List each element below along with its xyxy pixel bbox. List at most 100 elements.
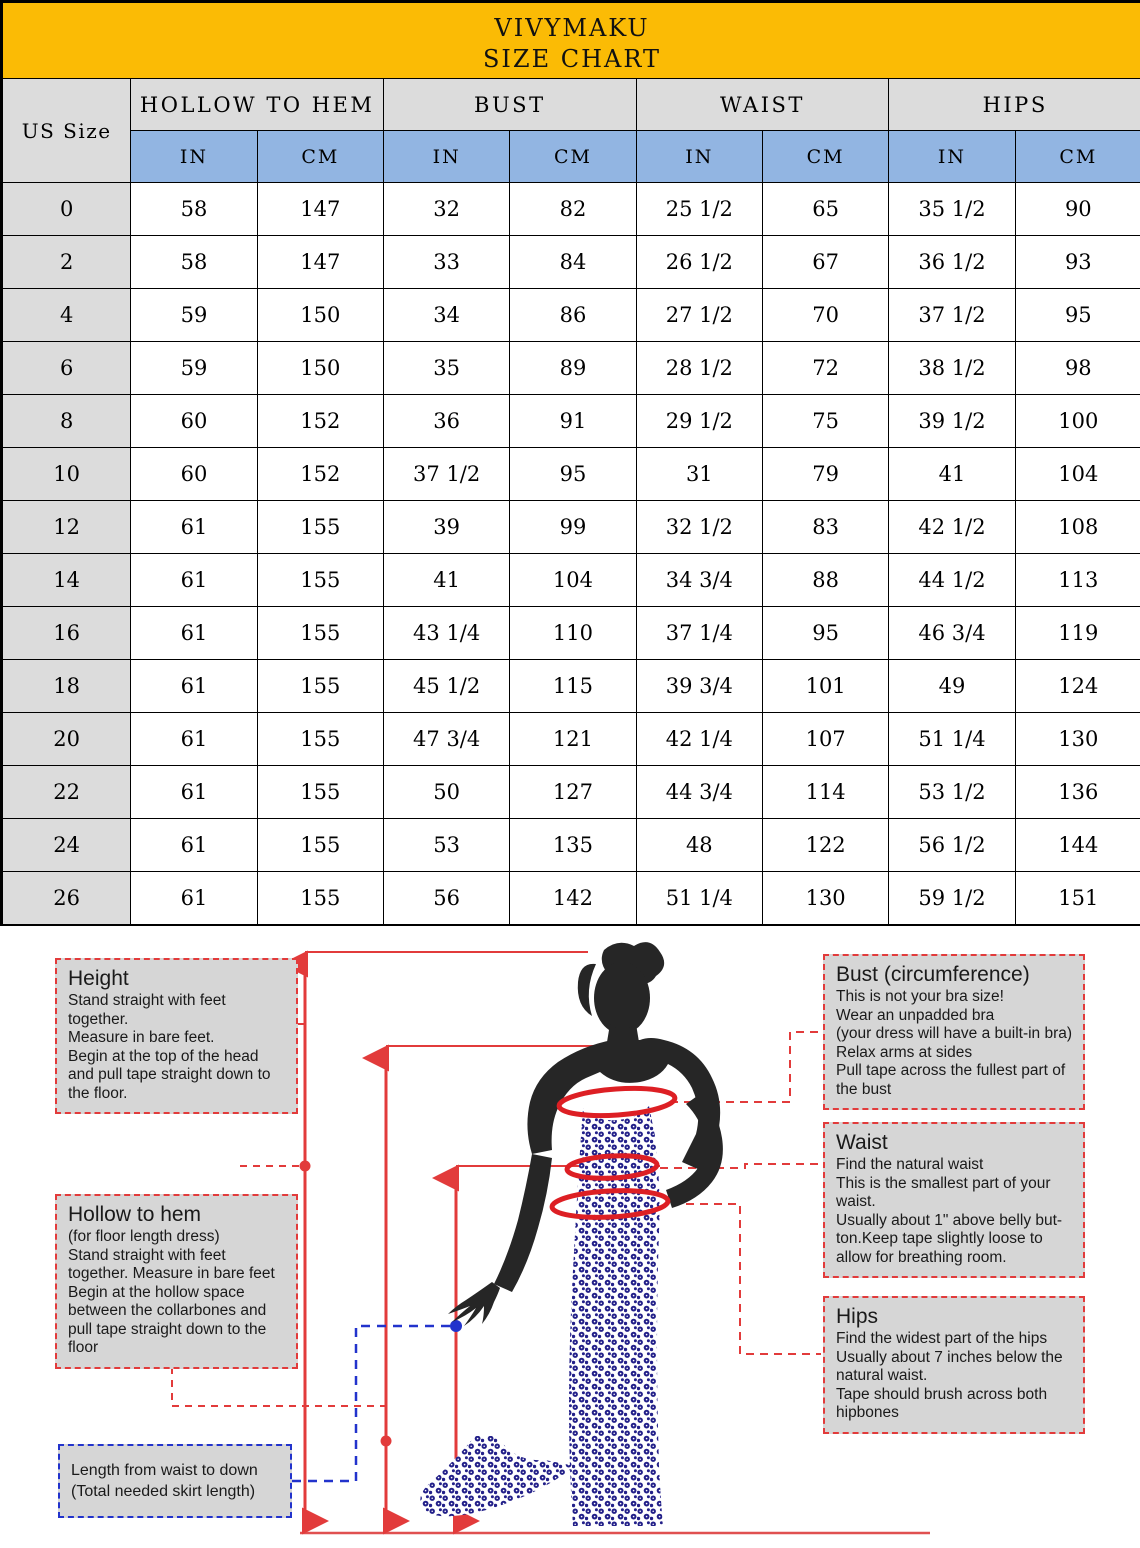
cell-hollow-in: 61 <box>130 871 258 925</box>
cell-bust-cm: 84 <box>509 235 637 289</box>
callout-hips-line: Usually about 7 inches below the <box>836 1348 1063 1366</box>
header-unit-hollow-cm: CM <box>256 130 384 183</box>
cell-bust-cm: 82 <box>509 182 637 236</box>
cell-hollow-cm: 150 <box>256 288 384 342</box>
cell-hollow-cm: 155 <box>256 500 384 554</box>
callout-bust: Bust (circumference) This is not your br… <box>823 954 1085 1110</box>
cell-hollow-in: 61 <box>130 500 258 554</box>
callout-waist-line: This is the smallest part of your <box>836 1174 1051 1192</box>
cell-bust-in: 50 <box>382 765 511 819</box>
cell-us-size: 0 <box>1 182 132 236</box>
cell-hips-cm: 98 <box>1014 341 1140 395</box>
brand-banner-row: VIVYMAKU SIZE CHART <box>2 2 1140 79</box>
cell-hips-in: 35 1/2 <box>888 182 1016 236</box>
cell-waist-in: 42 1/4 <box>635 712 763 766</box>
cell-bust-cm: 115 <box>509 659 637 713</box>
cell-waist-in: 27 1/2 <box>635 288 763 342</box>
callout-waist-line: Find the natural waist <box>836 1156 984 1173</box>
callout-skirt-line: (Total needed skirt length) <box>71 1483 256 1500</box>
header-group-bust: BUST <box>382 78 637 131</box>
hips-connector <box>672 1203 821 1355</box>
callout-hollow-line: pull tape straight down to the <box>68 1320 267 1338</box>
table-row: 16 61 155 43 1/4 110 37 1/4 95 46 3/4 119 <box>1 606 1140 660</box>
cell-bust-in: 41 <box>382 553 511 607</box>
cell-bust-in: 47 3/4 <box>382 712 511 766</box>
table-row: 12 61 155 39 99 32 1/2 83 42 1/2 108 <box>1 500 1140 554</box>
hollow-box-connector <box>171 1354 386 1407</box>
cell-hips-in: 59 1/2 <box>888 871 1016 925</box>
cell-bust-cm: 95 <box>509 447 637 501</box>
cell-bust-cm: 104 <box>509 553 637 607</box>
callout-bust-line: Pull tape across the fullest part of <box>836 1062 1066 1079</box>
cell-hollow-cm: 155 <box>256 765 384 819</box>
callout-hips-line: hipbones <box>836 1404 899 1421</box>
cell-hollow-in: 58 <box>130 182 258 236</box>
cell-hollow-in: 61 <box>130 818 258 872</box>
size-chart-head: VIVYMAKU SIZE CHART US Size HOLLOW TO HE… <box>1 2 1140 183</box>
header-unit-waist-in: IN <box>635 130 763 183</box>
cell-waist-cm: 67 <box>761 235 890 289</box>
callout-bust-line: Wear an unpadded bra <box>836 1006 995 1024</box>
cell-hips-cm: 124 <box>1014 659 1140 713</box>
cell-waist-in: 26 1/2 <box>635 235 763 289</box>
cell-hips-in: 37 1/2 <box>888 288 1016 342</box>
cell-hollow-in: 60 <box>130 394 258 448</box>
header-unit-bust-cm: CM <box>509 130 637 183</box>
cell-bust-in: 39 <box>382 500 511 554</box>
cell-bust-in: 53 <box>382 818 511 872</box>
cell-waist-in: 51 1/4 <box>635 871 763 925</box>
bust-connector <box>670 1031 821 1103</box>
cell-waist-cm: 101 <box>761 659 890 713</box>
cell-waist-in: 31 <box>635 447 763 501</box>
callout-skirt-length: Length from waist to down (Total needed … <box>58 1444 292 1518</box>
table-row: 14 61 155 41 104 34 3/4 88 44 1/2 113 <box>1 553 1140 607</box>
cell-hips-cm: 93 <box>1014 235 1140 289</box>
callout-skirt-line: Length from waist to down <box>71 1462 258 1479</box>
brand-banner: VIVYMAKU SIZE CHART <box>2 2 1140 79</box>
cell-waist-cm: 114 <box>761 765 890 819</box>
header-us-size: US Size <box>1 78 132 183</box>
head-shape <box>594 962 650 1034</box>
unit-header-row: IN CM IN CM IN CM IN CM <box>3 130 1140 183</box>
cell-hips-cm: 119 <box>1014 606 1140 660</box>
size-chart-container: VIVYMAKU SIZE CHART US Size HOLLOW TO HE… <box>0 0 1140 926</box>
callout-height-line: Begin at the top of the head <box>68 1047 259 1065</box>
callout-waist-line: ton.Keep tape slightly loose to <box>836 1230 1043 1247</box>
cell-bust-in: 43 1/4 <box>382 606 511 660</box>
cell-hollow-in: 60 <box>130 447 258 501</box>
cell-hollow-cm: 155 <box>256 553 384 607</box>
cell-us-size: 12 <box>1 500 132 554</box>
header-group-hips: HIPS <box>888 78 1140 131</box>
cell-hips-in: 49 <box>888 659 1016 713</box>
measurement-diagram: Height Stand straight with feet together… <box>0 936 1140 1548</box>
table-row: 10 60 152 37 1/2 95 31 79 41 104 <box>1 447 1140 501</box>
callout-bust-line: the bust <box>836 1080 892 1098</box>
torso-shape <box>527 1038 721 1170</box>
size-chart-body: 0 58 147 32 82 25 1/2 65 35 1/2 90 2 58 147 33 84 26 1… <box>1 182 1140 925</box>
cell-hips-cm: 108 <box>1014 500 1140 554</box>
callout-hollow-line: between the collarbones and <box>68 1302 267 1319</box>
cell-hips-cm: 144 <box>1014 818 1140 872</box>
table-row: 0 58 147 32 82 25 1/2 65 35 1/2 90 <box>1 182 1140 236</box>
cell-bust-cm: 135 <box>509 818 637 872</box>
header-unit-hips-in: IN <box>888 130 1016 183</box>
cell-hollow-in: 58 <box>130 235 258 289</box>
callout-height-title: Height <box>68 967 129 990</box>
callout-bust-line: Relax arms at sides <box>836 1043 973 1061</box>
cell-hollow-cm: 155 <box>256 871 384 925</box>
callout-hollow-line: (for floor length dress) <box>68 1228 220 1245</box>
cell-waist-in: 32 1/2 <box>635 500 763 554</box>
cell-bust-cm: 110 <box>509 606 637 660</box>
callout-hips: Hips Find the widest part of the hips Us… <box>823 1296 1085 1434</box>
callout-waist-title: Waist <box>836 1131 888 1154</box>
brand-name: VIVYMAKU <box>494 14 650 42</box>
callout-hollow-line: Stand straight with feet <box>68 1246 226 1264</box>
cell-us-size: 24 <box>1 818 132 872</box>
cell-bust-cm: 86 <box>509 288 637 342</box>
cell-hips-in: 56 1/2 <box>888 818 1016 872</box>
cell-bust-cm: 89 <box>509 341 637 395</box>
cell-us-size: 16 <box>1 606 132 660</box>
cell-waist-cm: 83 <box>761 500 890 554</box>
cell-us-size: 10 <box>1 447 132 501</box>
table-row: 2 58 147 33 84 26 1/2 67 36 1/2 93 <box>1 235 1140 289</box>
